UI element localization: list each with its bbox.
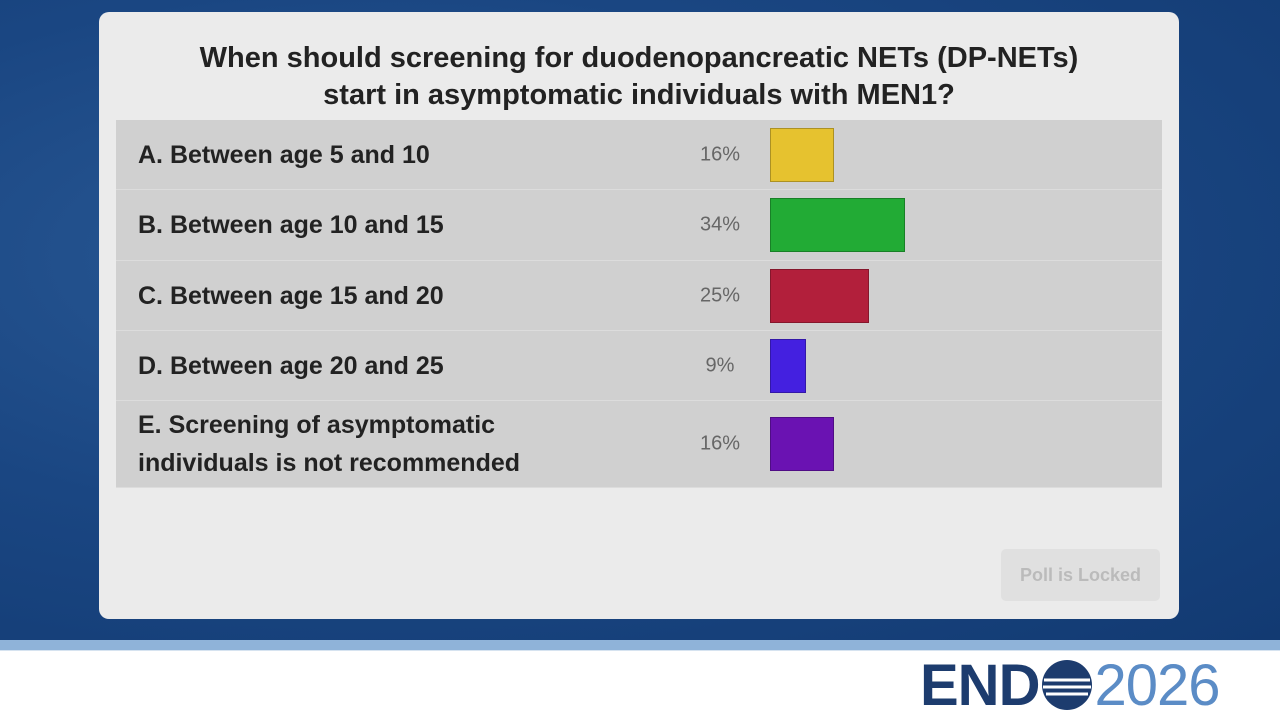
bar [770, 198, 905, 252]
option-label: C. Between age 15 and 20 [138, 281, 444, 310]
bar [770, 127, 834, 182]
percent-label: 16% [699, 432, 741, 455]
percent-label: 25% [699, 284, 741, 306]
percent-label: 34% [699, 213, 741, 236]
logo-text: END [920, 652, 1040, 718]
option-row: C. Between age 15 and 20 25% [116, 261, 1162, 331]
poll-card: When should screening for duodenopancrea… [99, 12, 1179, 619]
option-row: E. Screening of asymptomatic individuals… [116, 401, 1162, 488]
logo: END 2026 [920, 652, 1221, 718]
logo-year: 2026 [1094, 652, 1220, 718]
option-label: A. Between age 5 and 10 [138, 140, 430, 169]
percent-label: 9% [705, 354, 735, 376]
poll-question: When should screening for duodenopancrea… [199, 42, 1079, 111]
option-row: D. Between age 20 and 25 9% [116, 331, 1162, 401]
option-label: B. Between age 10 and 15 [138, 211, 444, 239]
option-label: E. Screening of asymptomatic individuals… [138, 411, 521, 477]
percent-label: 16% [699, 143, 741, 165]
bar [770, 268, 870, 323]
stripe [0, 640, 1280, 651]
bar [770, 417, 834, 471]
option-label: D. Between age 20 and 25 [138, 351, 444, 380]
bar [770, 338, 806, 393]
option-row: B. Between age 10 and 15 34% [116, 190, 1162, 261]
logo-globe [1042, 660, 1093, 710]
poll-options: A. Between age 5 and 10 16% B. Between age… [116, 120, 1162, 488]
poll-locked-button[interactable]: Poll is Locked [1001, 549, 1160, 601]
option-row: A. Between age 5 and 10 16% [116, 120, 1162, 190]
